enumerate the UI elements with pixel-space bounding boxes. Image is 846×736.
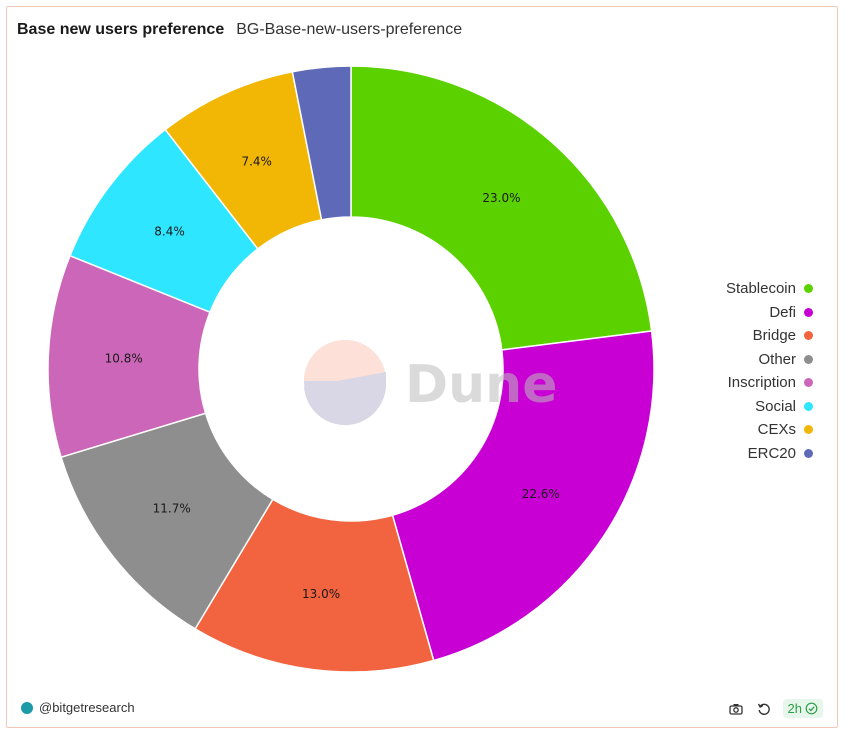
legend-label: Bridge bbox=[752, 327, 796, 345]
slice-label-social: 8.4% bbox=[154, 224, 185, 238]
slice-labels: 23.0% 22.6% 13.0% 11.7% 10.8% 8.4% 7.4% bbox=[105, 154, 560, 601]
author-attribution[interactable]: @bitgetresearch bbox=[21, 700, 135, 715]
legend-item-defi[interactable]: Defi bbox=[769, 303, 813, 323]
legend-label: CEXs bbox=[757, 421, 796, 439]
slice-erc20[interactable] bbox=[291, 65, 352, 221]
slice-label-other: 11.7% bbox=[153, 502, 191, 516]
legend-label: Social bbox=[755, 397, 796, 415]
legend-swatch bbox=[804, 284, 813, 294]
slice-label-stablecoin: 23.0% bbox=[482, 191, 520, 205]
check-circle-icon bbox=[805, 702, 818, 715]
legend-swatch bbox=[804, 378, 813, 388]
slice-other[interactable] bbox=[60, 412, 274, 630]
legend-label: Other bbox=[758, 350, 796, 368]
chart-actions: 2h bbox=[727, 699, 823, 718]
legend-label: Stablecoin bbox=[725, 280, 796, 298]
refresh-icon[interactable] bbox=[755, 700, 773, 718]
donut-slices bbox=[47, 65, 655, 673]
legend-swatch bbox=[804, 401, 813, 411]
author-name[interactable]: @bitgetresearch bbox=[39, 700, 135, 715]
legend-swatch bbox=[804, 425, 813, 435]
legend-label: Defi bbox=[769, 303, 796, 321]
slice-bridge[interactable] bbox=[194, 498, 435, 673]
slice-defi[interactable] bbox=[391, 330, 655, 662]
watermark-text: Dune bbox=[405, 355, 557, 415]
legend-swatch bbox=[804, 448, 813, 458]
dune-watermark: Dune bbox=[304, 340, 557, 426]
chart-card: Base new users preference BG-Base-new-us… bbox=[6, 6, 838, 728]
legend-item-inscription[interactable]: Inscription bbox=[728, 373, 813, 393]
legend-item-erc20[interactable]: ERC20 bbox=[748, 444, 813, 464]
slice-label-cexs: 7.4% bbox=[241, 154, 272, 168]
refresh-age-badge[interactable]: 2h bbox=[782, 699, 823, 718]
slice-label-defi: 22.6% bbox=[522, 487, 560, 501]
chart-legend: Stablecoin Defi Bridge Other Inscription Soci… bbox=[726, 279, 813, 463]
chart-header: Base new users preference BG-Base-new-us… bbox=[17, 21, 462, 39]
donut-chart: Dune 23.0% 22.6% 13.0% 11.7% 10.8% 8.4% 7.4% bbox=[47, 65, 655, 673]
refresh-age: 2h bbox=[787, 701, 802, 716]
legend-swatch bbox=[804, 307, 813, 317]
legend-item-cexs[interactable]: CEXs bbox=[758, 420, 813, 440]
chart-title: Base new users preference bbox=[17, 21, 225, 38]
legend-item-other[interactable]: Other bbox=[758, 350, 813, 370]
chart-subtitle: BG-Base-new-users-preference bbox=[236, 21, 463, 38]
author-avatar bbox=[21, 701, 33, 714]
legend-swatch bbox=[804, 354, 813, 364]
legend-swatch bbox=[804, 331, 813, 341]
legend-item-stablecoin[interactable]: Stablecoin bbox=[726, 279, 813, 299]
camera-icon[interactable] bbox=[727, 700, 745, 718]
slice-label-inscription: 10.8% bbox=[105, 351, 143, 365]
legend-item-bridge[interactable]: Bridge bbox=[753, 326, 813, 346]
slice-label-bridge: 13.0% bbox=[302, 587, 340, 601]
legend-label: Inscription bbox=[727, 374, 796, 392]
legend-label: ERC20 bbox=[747, 444, 796, 462]
slice-stablecoin[interactable] bbox=[350, 65, 653, 351]
legend-item-social[interactable]: Social bbox=[755, 397, 813, 417]
